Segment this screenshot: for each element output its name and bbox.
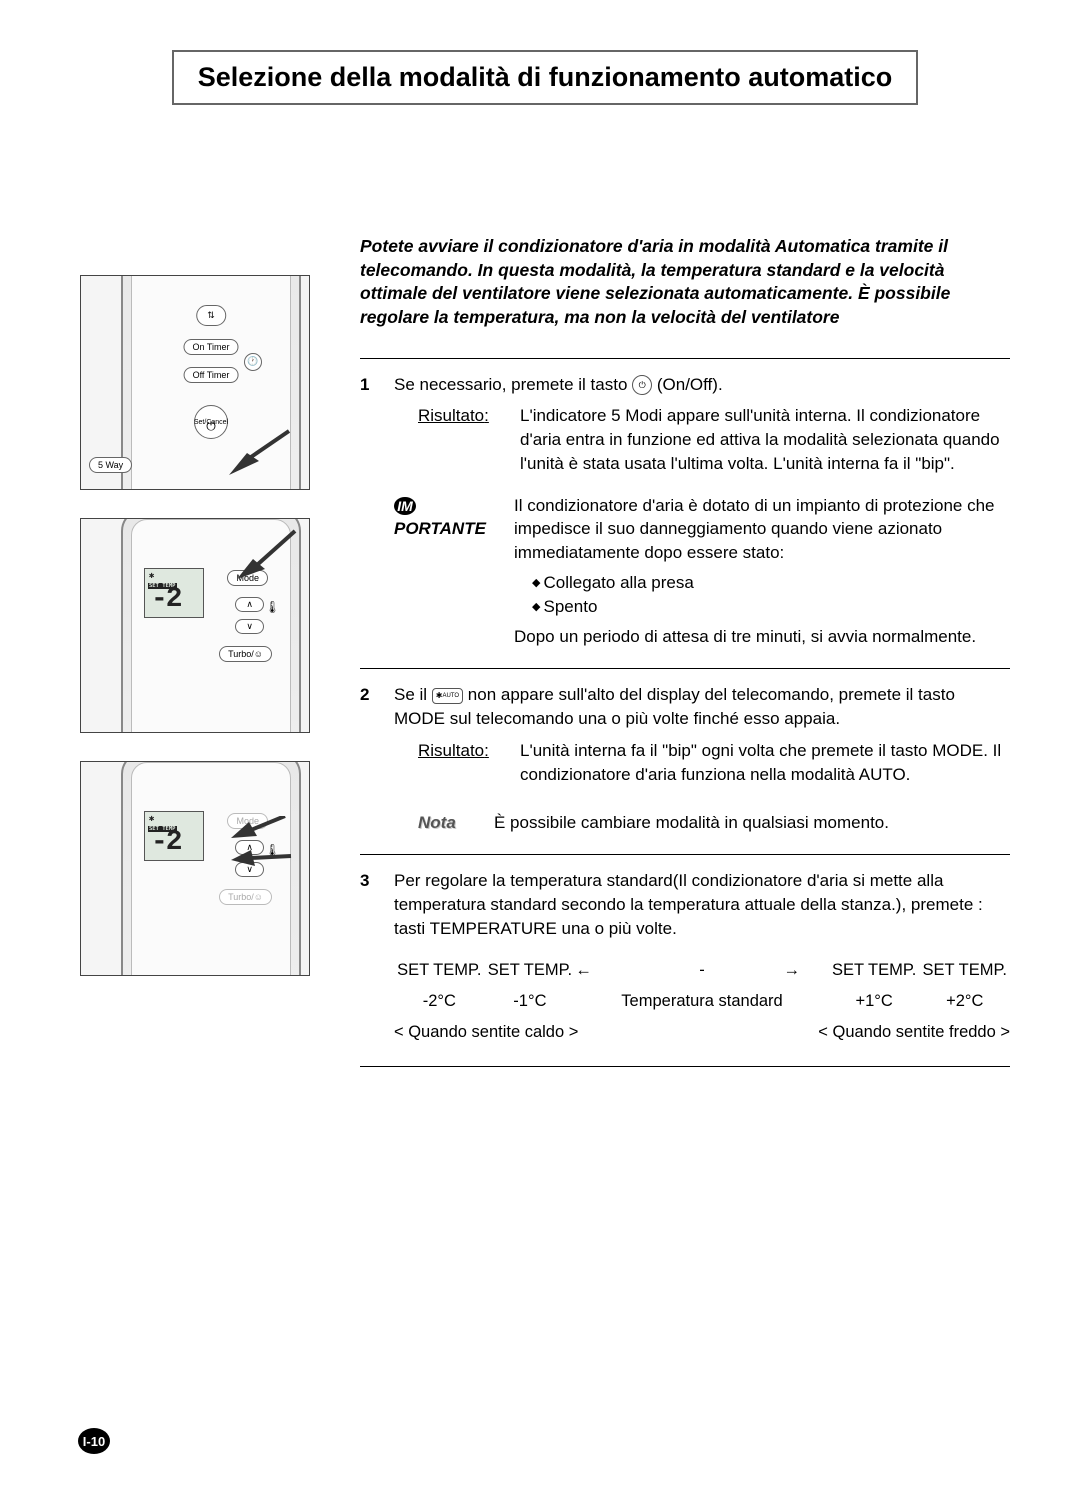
temp-header: SET TEMP.	[829, 959, 920, 982]
power-button: Set/Cancel	[194, 405, 228, 439]
temp-value: +1°C	[829, 990, 920, 1013]
on-timer-button: On Timer	[183, 339, 238, 355]
temp-header-row: SET TEMP. SET TEMP. ← - → SET TEMP. SET …	[394, 959, 1010, 982]
step-3: 3 Per regolare la temperatura standard(I…	[360, 854, 1010, 1067]
result-label: Risultato:	[418, 404, 508, 475]
lcd-display: ✱ SET TEMP -2	[144, 568, 204, 618]
temp-header: SET TEMP.	[919, 959, 1010, 982]
arrow-right-icon: →	[784, 959, 829, 982]
note-label: Nota	[418, 811, 478, 835]
important-body: Il condizionatore d'aria è dotato di un …	[514, 494, 1010, 649]
result-label: Risultato:	[418, 739, 508, 787]
air-swing-button: ⇅	[196, 305, 226, 326]
remote-illustration-1: ⇅ On Timer Off Timer 🕐 Set/Cancel	[80, 275, 310, 490]
five-way-label: 5 Way	[89, 457, 132, 473]
arrow-left-icon: ←	[575, 959, 620, 982]
result-row: Risultato: L'unità interna fa il "bip" o…	[418, 739, 1010, 787]
important-text: Il condizionatore d'aria è dotato di un …	[514, 494, 1010, 565]
content-column: Potete avviare il condizionatore d'aria …	[360, 145, 1010, 1087]
temp-value: -2°C	[394, 990, 485, 1013]
bullet-item: Spento	[532, 595, 1010, 619]
pointer-arrow-icon	[237, 523, 307, 583]
lcd-value: -2	[151, 584, 181, 615]
pointer-arrow-icon	[229, 816, 309, 906]
temp-header: SET TEMP.	[394, 959, 485, 982]
caldo-label: < Quando sentite caldo >	[394, 1021, 578, 1044]
intro-paragraph: Potete avviare il condizionatore d'aria …	[360, 235, 1010, 330]
power-icon: ⏻	[632, 375, 652, 395]
important-row: IMPORTANTE Il condizionatore d'aria è do…	[394, 494, 1010, 649]
remote-illustration-3: ✱ SET TEMP -2 Mode ∧ ∨ 🌡 Turb	[80, 761, 310, 976]
step-text: Se necessario, premete il tasto ⏻ (On/Of…	[394, 373, 1010, 397]
thermometer-icon: 🌡	[265, 600, 280, 614]
temp-value: Temperatura standard	[620, 990, 783, 1013]
step-number: 1	[360, 373, 378, 649]
set-cancel-label: Set/Cancel	[194, 419, 228, 426]
two-column-layout: ⇅ On Timer Off Timer 🕐 Set/Cancel	[80, 145, 1010, 1087]
off-timer-button: Off Timer	[184, 367, 239, 383]
auto-mode-icon: ✱AUTO	[432, 688, 463, 704]
remote-illustration-2: ✱ SET TEMP -2 Mode ∧ ∨ 🌡 Turb	[80, 518, 310, 733]
manual-page: Selezione della modalità di funzionament…	[0, 0, 1080, 1510]
illustrations-column: ⇅ On Timer Off Timer 🕐 Set/Cancel	[80, 145, 330, 1087]
turbo-button: Turbo/☺	[219, 646, 272, 662]
temp-value: -1°C	[485, 990, 576, 1013]
important-label: IMPORTANTE	[394, 494, 502, 649]
result-text: L'indicatore 5 Modi appare sull'unità in…	[520, 404, 1010, 475]
pointer-arrow-icon	[229, 425, 299, 475]
important-after-text: Dopo un periodo di attesa di tre minuti,…	[514, 625, 1010, 649]
temp-down-button: ∨	[235, 619, 264, 634]
result-text: L'unità interna fa il "bip" ogni volta c…	[520, 739, 1010, 787]
temp-value: +2°C	[919, 990, 1010, 1013]
temperature-table: SET TEMP. SET TEMP. ← - → SET TEMP. SET …	[394, 959, 1010, 1044]
bullet-list: Collegato alla presa Spento	[532, 571, 1010, 619]
important-badge-icon: IM	[394, 497, 416, 515]
note-row: Nota È possibile cambiare modalità in qu…	[418, 811, 1010, 835]
step-text: Se il ✱AUTO non appare sull'alto del dis…	[394, 683, 1010, 731]
temp-value-row: -2°C -1°C Temperatura standard +1°C +2°C	[394, 990, 1010, 1013]
step-1: 1 Se necessario, premete il tasto ⏻ (On/…	[360, 358, 1010, 649]
page-number-badge: I-10	[78, 1428, 110, 1454]
bullet-item: Collegato alla presa	[532, 571, 1010, 595]
clock-button: 🕐	[244, 353, 262, 371]
temp-sense-row: < Quando sentite caldo > < Quando sentit…	[394, 1021, 1010, 1044]
temp-header-dash: -	[620, 959, 783, 982]
step-2: 2 Se il ✱AUTO non appare sull'alto del d…	[360, 668, 1010, 834]
page-title: Selezione della modalità di funzionament…	[198, 62, 893, 93]
result-row: Risultato: L'indicatore 5 Modi appare su…	[418, 404, 1010, 475]
lcd-value: -2	[151, 827, 181, 858]
step-text: Per regolare la temperatura standard(Il …	[394, 869, 1010, 940]
note-text: È possibile cambiare modalità in qualsia…	[494, 811, 889, 835]
lcd-display: ✱ SET TEMP -2	[144, 811, 204, 861]
temp-up-button: ∧	[235, 597, 264, 612]
temp-header: SET TEMP.	[485, 959, 576, 982]
title-box: Selezione della modalità di funzionament…	[172, 50, 919, 105]
step-number: 2	[360, 683, 378, 834]
freddo-label: < Quando sentite freddo >	[818, 1021, 1010, 1044]
step-number: 3	[360, 869, 378, 1044]
